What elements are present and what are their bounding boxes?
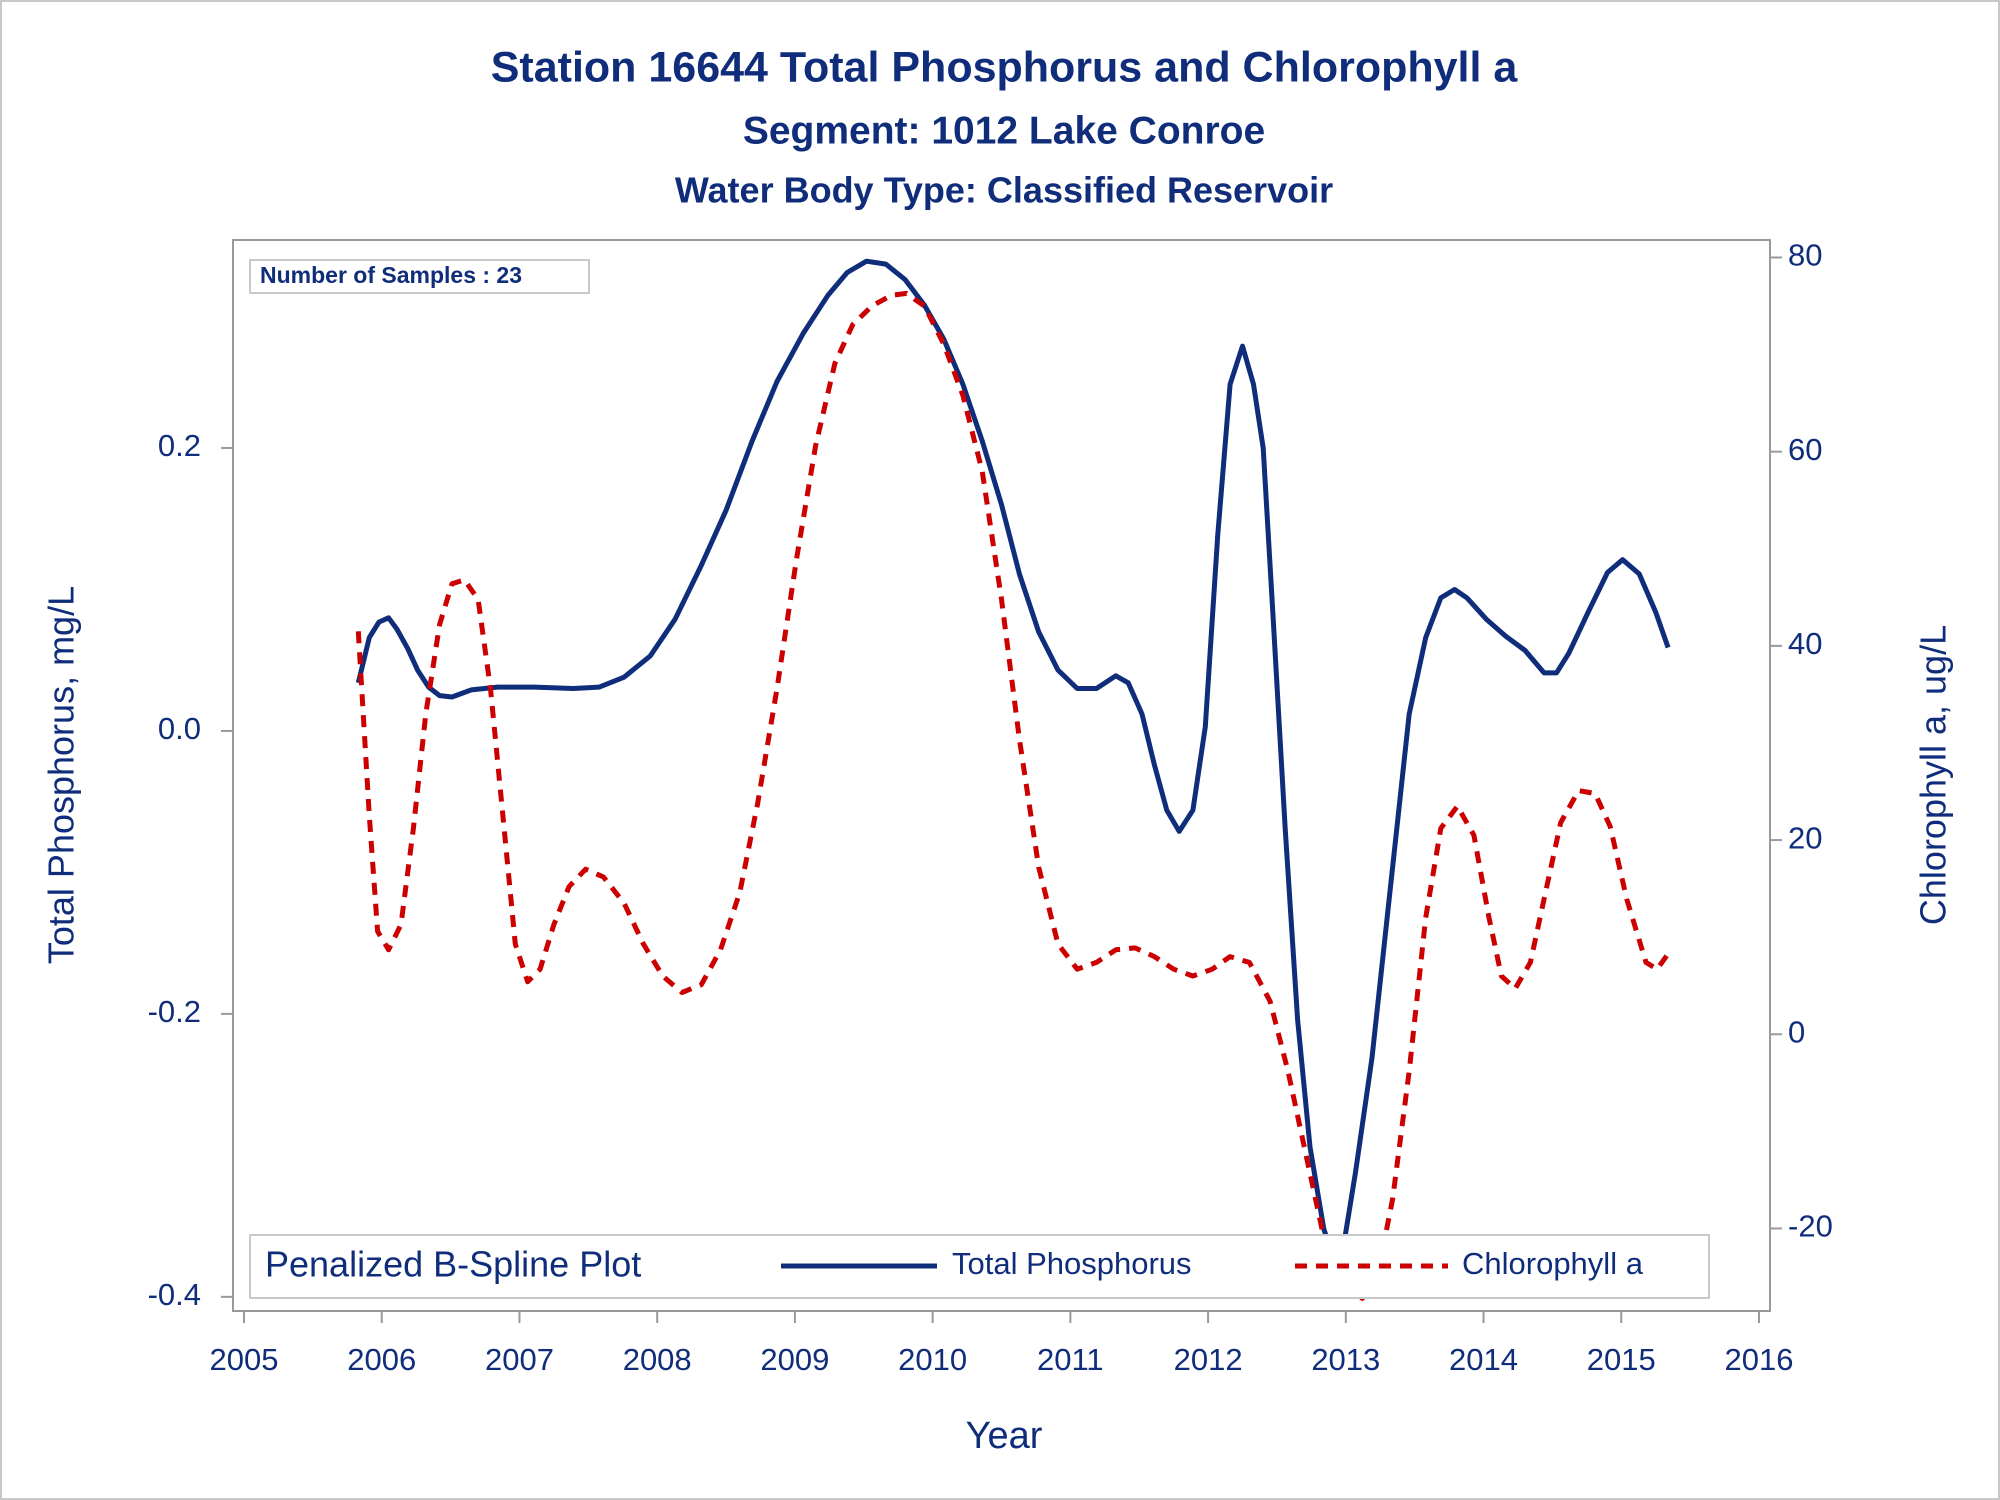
x-tick-label: 2006	[347, 1342, 416, 1377]
data-line	[355, 258, 1671, 1262]
annotation-box	[249, 259, 590, 294]
plot-frame	[232, 239, 1771, 1312]
y-tick-label: -0.2	[148, 994, 201, 1029]
annotation: Number of Samples : 23	[260, 262, 522, 288]
chart-title: Station 16644 Total Phosphorus and Chlor…	[491, 43, 1519, 91]
legend-label: Total Phosphorus	[952, 1246, 1192, 1281]
y2-axis-title: Chlorophyll a, ug/L	[1913, 625, 1954, 925]
x-tick-label: 2011	[1037, 1342, 1104, 1377]
y2-tick-label: 40	[1788, 626, 1822, 661]
chart-subtitle: Water Body Type: Classified Reservoir	[675, 170, 1333, 211]
y-tick-label: -0.4	[148, 1277, 201, 1312]
y-tick-label: 0.0	[158, 711, 201, 746]
x-tick-label: 2010	[898, 1342, 967, 1377]
x-tick-label: 2014	[1449, 1342, 1518, 1377]
y2-tick-label: 20	[1788, 820, 1822, 855]
legend-label: Chlorophyll a	[1462, 1246, 1644, 1281]
y2-tick-label: 80	[1788, 238, 1822, 273]
x-tick-label: 2008	[623, 1342, 692, 1377]
x-tick-label: 2009	[760, 1342, 829, 1377]
legend-box	[249, 1234, 1710, 1299]
plot-marks	[355, 258, 1671, 1301]
x-tick-label: 2007	[485, 1342, 554, 1377]
x-tick-label: 2016	[1724, 1342, 1793, 1377]
x-axis-title: Year	[966, 1415, 1043, 1457]
legend-title: Penalized B-Spline Plot	[265, 1244, 641, 1285]
y-tick-label: 0.2	[158, 428, 201, 463]
x-tick-label: 2012	[1174, 1342, 1243, 1377]
y2-tick-label: -20	[1788, 1209, 1833, 1244]
x-tick-label: 2005	[210, 1342, 279, 1377]
data-line	[355, 290, 1671, 1301]
x-tick-label: 2015	[1587, 1342, 1656, 1377]
y2-tick-label: 60	[1788, 432, 1822, 467]
y-axis-title: Total Phosphorus, mg/L	[41, 586, 82, 964]
chart-subtitle: Segment: 1012 Lake Conroe	[743, 109, 1265, 152]
x-tick-label: 2013	[1311, 1342, 1380, 1377]
y2-tick-label: 0	[1788, 1014, 1805, 1049]
